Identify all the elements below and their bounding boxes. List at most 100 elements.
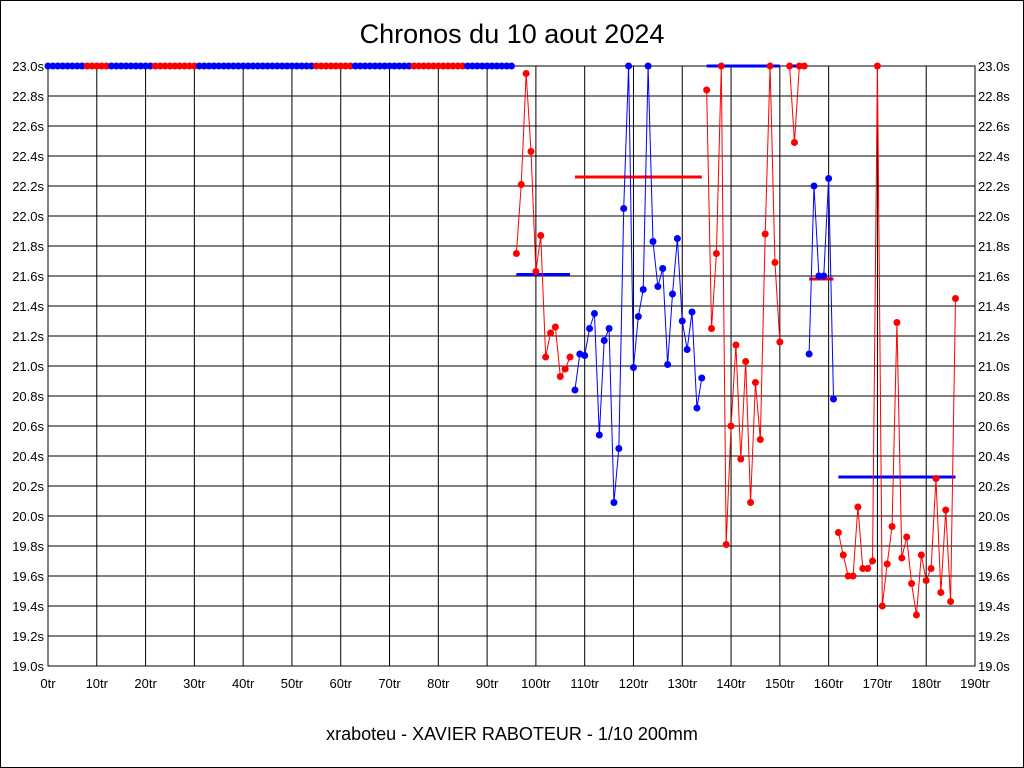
data-point: [951, 295, 959, 302]
data-point: [825, 175, 833, 182]
y-tick-label-left: 19.2s: [12, 629, 44, 644]
x-tick-label: 50tr: [281, 676, 304, 691]
data-point: [181, 62, 189, 70]
data-point: [512, 250, 520, 257]
data-point: [317, 62, 325, 70]
data-point: [342, 62, 350, 70]
chart-title: Chronos du 10 aout 2024: [360, 19, 665, 49]
y-tick-label-right: 21.2s: [978, 329, 1010, 344]
data-point: [459, 62, 467, 70]
data-point: [171, 62, 179, 70]
data-point: [327, 62, 335, 70]
data-point: [610, 499, 618, 506]
data-point: [473, 62, 481, 70]
data-point: [522, 70, 530, 77]
y-tick-label-right: 20.0s: [978, 509, 1010, 524]
y-tick-label-left: 19.4s: [12, 599, 44, 614]
y-tick-label-right: 22.2s: [978, 179, 1010, 194]
data-point: [395, 62, 403, 70]
y-tick-label-right: 20.2s: [978, 479, 1010, 494]
data-point: [639, 286, 647, 293]
data-point: [137, 62, 145, 70]
data-point: [678, 317, 686, 325]
data-point: [366, 62, 374, 70]
data-point: [312, 62, 320, 70]
x-tick-label: 160tr: [814, 676, 844, 691]
data-point: [468, 62, 476, 70]
data-point: [434, 62, 442, 70]
data-point: [849, 572, 857, 580]
data-point: [942, 506, 950, 514]
data-point: [122, 62, 130, 70]
data-point: [439, 62, 447, 70]
y-tick-label-right: 19.4s: [978, 599, 1010, 614]
data-point: [59, 62, 67, 70]
data-point: [444, 62, 452, 70]
data-point: [820, 272, 828, 280]
series-run-blue-1: [571, 62, 706, 506]
data-point: [722, 541, 730, 548]
data-point: [249, 62, 257, 70]
y-tick-label-right: 19.2s: [978, 629, 1010, 644]
tick-labels: 19.0s 19.0s 19.2s 19.2s 19.4s 19.4s 19.6s 19.6s…: [12, 59, 1010, 691]
data-point: [429, 62, 437, 70]
data-point: [264, 62, 272, 70]
data-point: [488, 62, 496, 70]
series-line: [789, 65, 805, 143]
data-point: [669, 290, 677, 298]
data-point: [561, 365, 569, 373]
data-point: [68, 62, 76, 70]
x-tick-label: 40tr: [232, 676, 255, 691]
y-tick-label-left: 22.0s: [12, 209, 44, 224]
series-start-blue-4: [351, 62, 413, 70]
data-point: [547, 329, 555, 337]
data-point: [229, 62, 237, 70]
x-tick-label: 120tr: [619, 676, 649, 691]
y-tick-label-right: 20.6s: [978, 419, 1010, 434]
x-tick-label: 80tr: [427, 676, 450, 691]
data-point: [200, 62, 208, 70]
series-start-red-2: [151, 62, 198, 70]
data-point: [898, 554, 906, 562]
data-point: [566, 353, 574, 361]
data-point: [156, 62, 164, 70]
data-point: [142, 62, 150, 70]
y-tick-label-left: 21.0s: [12, 359, 44, 374]
data-point: [268, 62, 276, 70]
y-tick-label-right: 19.6s: [978, 569, 1010, 584]
data-point: [420, 62, 428, 70]
y-tick-label-left: 19.0s: [12, 659, 44, 674]
data-point: [415, 62, 423, 70]
data-point: [664, 361, 672, 368]
data-point: [185, 62, 193, 70]
y-tick-label-right: 22.6s: [978, 119, 1010, 134]
y-tick-label-left: 20.4s: [12, 449, 44, 464]
y-tick-label-left: 21.8s: [12, 239, 44, 254]
data-point: [786, 62, 794, 70]
data-point: [790, 139, 798, 146]
data-point: [712, 250, 720, 257]
data-point: [805, 350, 813, 358]
data-point: [693, 404, 701, 412]
y-tick-label-left: 22.8s: [12, 89, 44, 104]
data-point: [303, 62, 311, 70]
data-point: [903, 533, 911, 541]
data-point: [54, 62, 62, 70]
x-tick-label: 150tr: [765, 676, 795, 691]
x-tick-label: 0tr: [40, 676, 56, 691]
data-point: [44, 62, 52, 70]
data-point: [737, 455, 745, 463]
data-point: [239, 62, 247, 70]
data-point: [405, 62, 413, 70]
data-point: [478, 62, 486, 70]
data-point: [381, 62, 389, 70]
y-tick-label-right: 19.0s: [978, 659, 1010, 674]
data-point: [717, 62, 725, 70]
data-point: [508, 62, 515, 70]
data-point: [103, 62, 111, 70]
data-point: [844, 572, 852, 580]
data-point: [64, 62, 72, 70]
data-point: [688, 308, 696, 316]
x-tick-label: 20tr: [134, 676, 157, 691]
data-point: [947, 598, 955, 605]
